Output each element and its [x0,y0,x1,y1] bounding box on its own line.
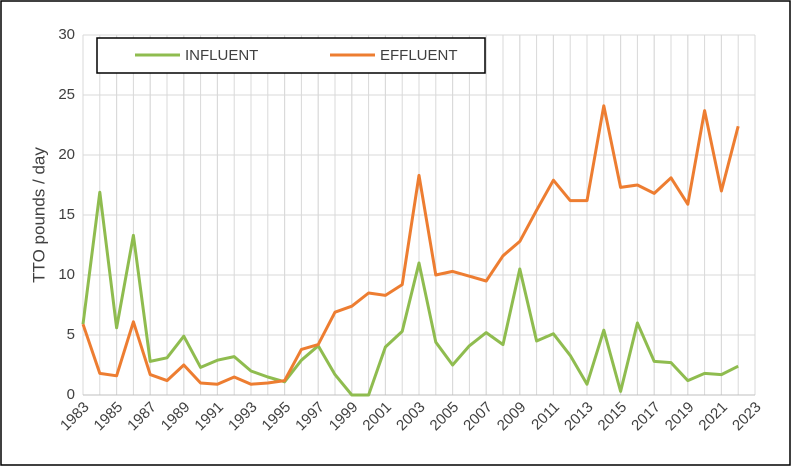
y-tick-label: 5 [67,326,75,343]
legend-label: EFFLUENT [380,47,458,64]
y-tick-label: 10 [58,266,75,283]
legend-box [96,37,486,74]
legend-label: INFLUENT [185,47,258,64]
y-tick-label: 25 [58,86,75,103]
y-tick-label: 30 [58,26,75,43]
y-tick-label: 15 [58,206,75,223]
y-axis-title: TTO pounds / day [29,147,48,283]
y-tick-label: 0 [67,386,75,403]
series-line [81,104,740,386]
y-tick-label: 20 [58,146,75,163]
series-line [81,190,739,397]
